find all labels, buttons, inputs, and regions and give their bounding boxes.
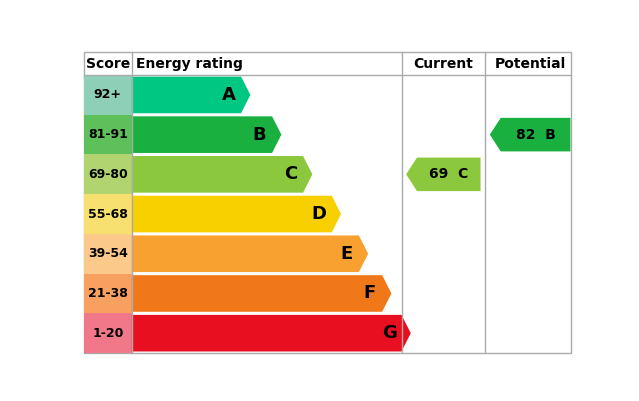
Polygon shape bbox=[132, 156, 312, 192]
Text: 82  B: 82 B bbox=[516, 128, 555, 142]
Bar bbox=[84, 273, 132, 313]
Polygon shape bbox=[132, 196, 341, 232]
Bar bbox=[84, 234, 132, 273]
Text: E: E bbox=[341, 245, 353, 263]
Polygon shape bbox=[132, 315, 411, 352]
Bar bbox=[84, 194, 132, 234]
Bar bbox=[84, 313, 132, 353]
Text: 69-80: 69-80 bbox=[88, 168, 128, 181]
Text: Score: Score bbox=[86, 57, 130, 71]
Text: A: A bbox=[222, 86, 236, 104]
Bar bbox=[84, 154, 132, 194]
Polygon shape bbox=[132, 77, 250, 113]
Text: D: D bbox=[312, 205, 327, 223]
Text: 39-54: 39-54 bbox=[88, 247, 128, 260]
Polygon shape bbox=[132, 116, 281, 153]
Text: B: B bbox=[253, 126, 266, 144]
Text: 92+: 92+ bbox=[94, 89, 122, 101]
Text: C: C bbox=[284, 165, 297, 183]
Text: Potential: Potential bbox=[495, 57, 566, 71]
Text: G: G bbox=[381, 324, 397, 342]
Text: 55-68: 55-68 bbox=[88, 208, 128, 221]
Bar bbox=[84, 115, 132, 154]
Text: 81-91: 81-91 bbox=[88, 128, 128, 141]
Polygon shape bbox=[132, 235, 368, 272]
Text: Energy rating: Energy rating bbox=[137, 57, 243, 71]
Polygon shape bbox=[406, 158, 481, 191]
Polygon shape bbox=[490, 118, 571, 152]
Text: 1-20: 1-20 bbox=[92, 327, 123, 340]
Polygon shape bbox=[132, 275, 392, 312]
Text: Current: Current bbox=[413, 57, 473, 71]
Bar bbox=[84, 75, 132, 115]
Text: 21-38: 21-38 bbox=[88, 287, 128, 300]
Text: F: F bbox=[364, 284, 376, 302]
Text: 69  C: 69 C bbox=[429, 167, 468, 181]
